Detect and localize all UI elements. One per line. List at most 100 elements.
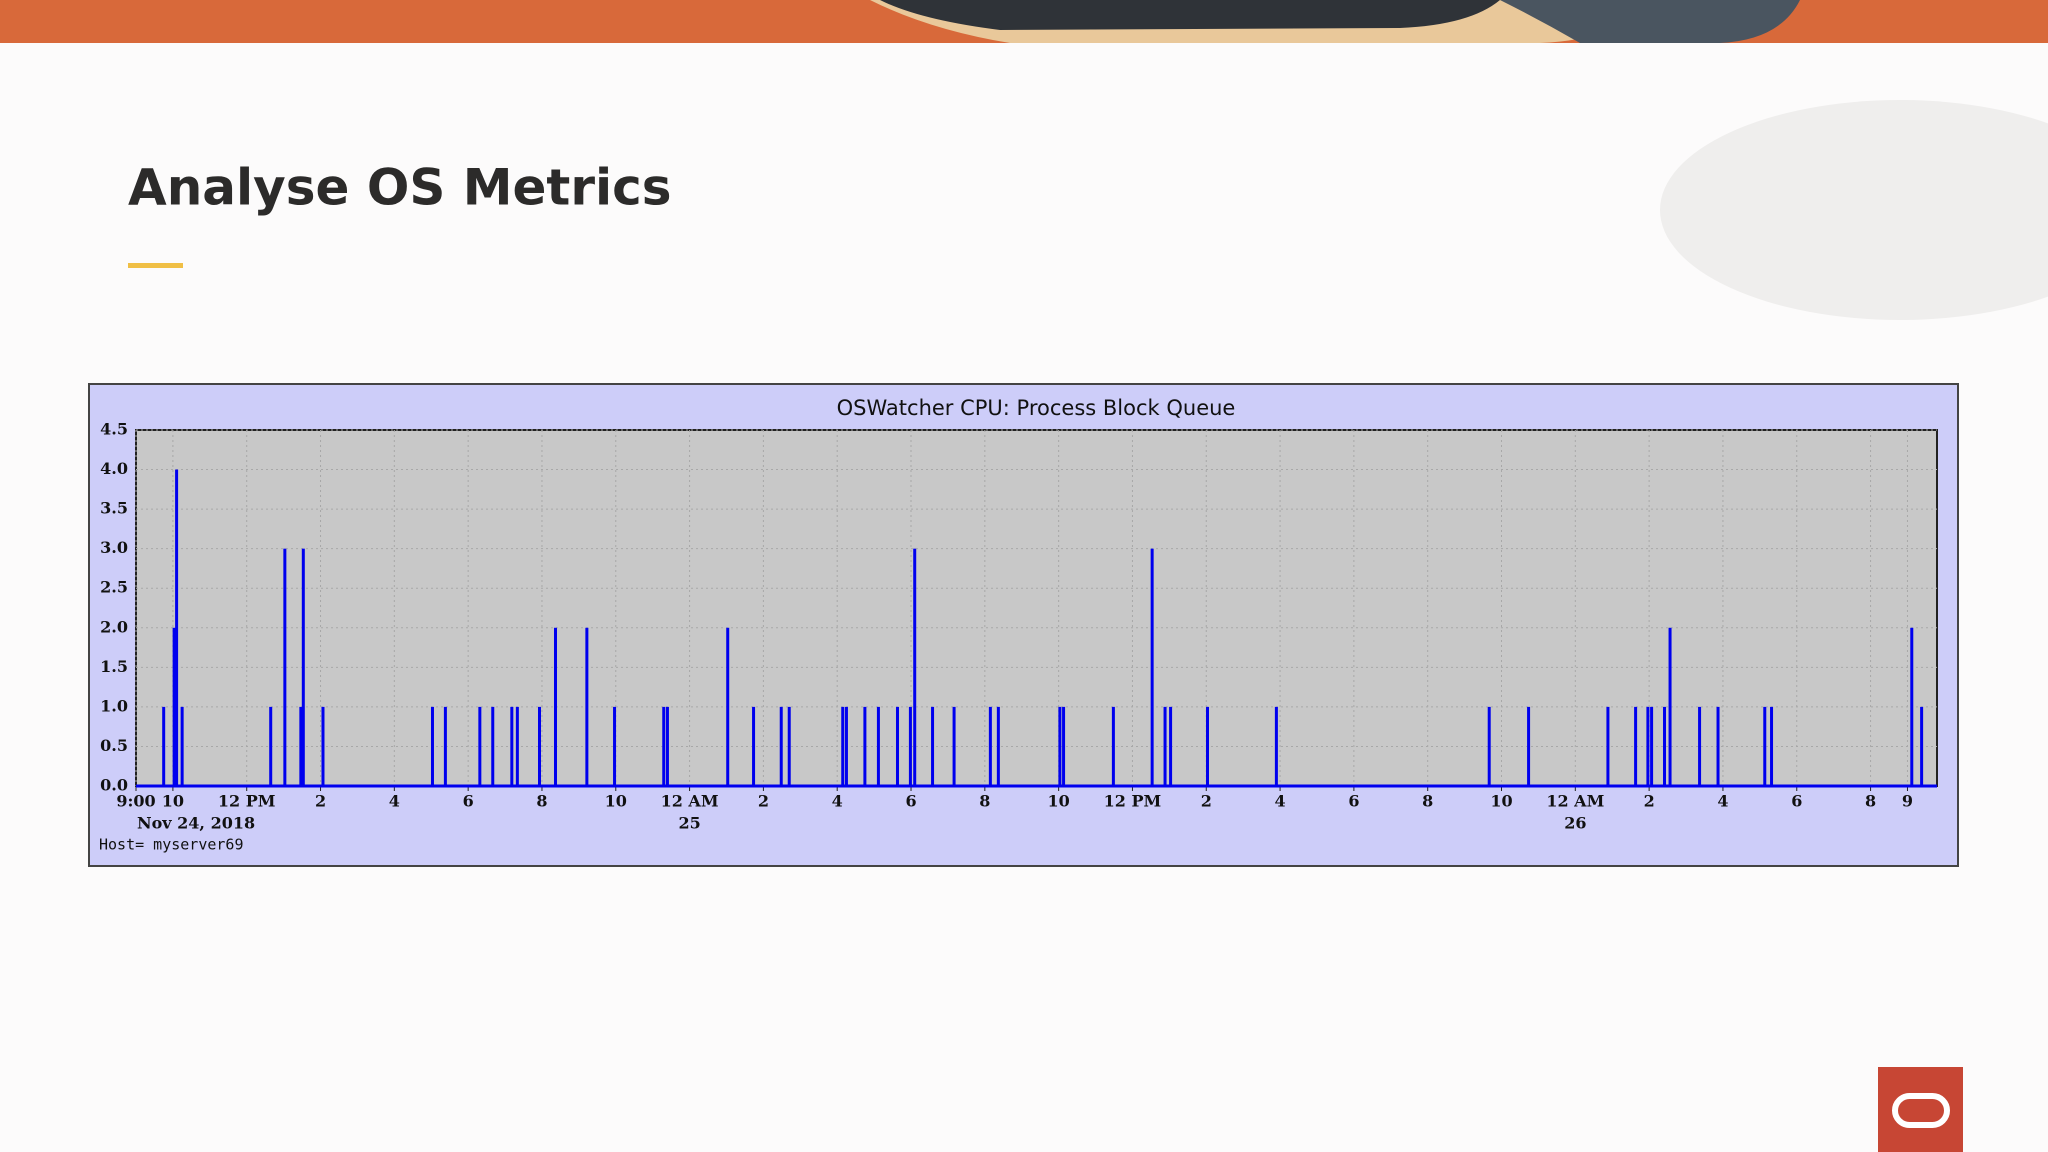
x-tick-label: 8 [536, 792, 547, 811]
x-tick-label: 10 [605, 792, 627, 811]
y-tick-label: 1.5 [100, 657, 128, 676]
bar [931, 706, 935, 786]
bar [1058, 706, 1062, 786]
x-tick-label: 12 AM [661, 792, 719, 811]
x-tick-label: 8 [1422, 792, 1433, 811]
host-label: Host= myserver69 [99, 836, 244, 854]
oracle-logo [1878, 1067, 1963, 1152]
bar [726, 627, 730, 786]
y-tick-label: 4.5 [100, 420, 128, 439]
bar [553, 627, 557, 786]
bar [1527, 706, 1531, 786]
date-label: Nov 24, 2018 [137, 814, 255, 833]
bar [1698, 706, 1702, 786]
bar [430, 706, 434, 786]
bar [1663, 706, 1667, 786]
y-tick-label: 3.0 [100, 538, 128, 557]
x-tick-label: 2 [1201, 792, 1212, 811]
x-tick-label: 8 [979, 792, 990, 811]
bar [841, 706, 845, 786]
bar [895, 706, 899, 786]
bar [1910, 627, 1914, 786]
x-tick-label: 9 [1902, 792, 1913, 811]
plot: 0.0 0.5 1.0 1.5 2.0 2.5 3.0 3.5 4.0 4.5 9:00 10 12 P… [100, 420, 1938, 833]
bar [1763, 706, 1767, 786]
x-tick-label: 6 [463, 792, 474, 811]
bar [175, 469, 179, 786]
y-tick-label: 2.0 [100, 617, 128, 636]
x-tick-label: 6 [1791, 792, 1802, 811]
x-tick-label: 12 AM [1546, 792, 1604, 811]
x-tick-label: 2 [1644, 792, 1655, 811]
y-tick-label: 1.0 [100, 696, 128, 715]
y-tick-label: 0.0 [100, 776, 128, 795]
y-tick-label: 2.5 [100, 578, 128, 597]
bar [863, 706, 867, 786]
banner [0, 0, 2048, 43]
bar [1606, 706, 1610, 786]
bar [515, 706, 519, 786]
bar [1274, 706, 1278, 786]
y-tick-label: 0.5 [100, 736, 128, 755]
date-label: 25 [678, 814, 700, 833]
x-tick-label: 10 [162, 792, 184, 811]
bar [988, 706, 992, 786]
bar [665, 706, 669, 786]
bar [787, 706, 791, 786]
bar [478, 706, 482, 786]
x-tick-label: 4 [832, 792, 843, 811]
bar [1650, 706, 1654, 786]
y-tick-label: 4.0 [100, 459, 128, 478]
bar [510, 706, 514, 786]
bar [1716, 706, 1720, 786]
date-label: 26 [1564, 814, 1586, 833]
x-tick-label: 9:00 [116, 792, 155, 811]
bar [301, 548, 305, 786]
x-tick-label: 2 [758, 792, 769, 811]
chart-title: OSWatcher CPU: Process Block Queue [837, 396, 1236, 420]
slide-title: Analyse OS Metrics [128, 159, 672, 217]
decoration [1660, 100, 2048, 320]
bar [1062, 706, 1066, 786]
bar [1646, 706, 1650, 786]
bar [443, 706, 447, 786]
x-tick-label: 10 [1490, 792, 1512, 811]
bar [908, 706, 912, 786]
bar [491, 706, 495, 786]
bar [876, 706, 880, 786]
bar [1920, 706, 1924, 786]
bar [913, 548, 917, 786]
x-tick-label: 4 [389, 792, 400, 811]
x-tick-label: 6 [1348, 792, 1359, 811]
x-tick-label: 6 [905, 792, 916, 811]
bar [1150, 548, 1154, 786]
bar [162, 706, 166, 786]
bar [752, 706, 756, 786]
x-tick-label: 4 [1717, 792, 1728, 811]
bar [299, 706, 303, 786]
x-tick-label: 10 [1048, 792, 1070, 811]
plot-area [135, 429, 1938, 787]
bar [1668, 627, 1672, 786]
bar [996, 706, 1000, 786]
y-tick-label: 3.5 [100, 499, 128, 518]
title-underline [128, 263, 183, 268]
bar [321, 706, 325, 786]
bar [1163, 706, 1167, 786]
bar [844, 706, 848, 786]
bar [613, 706, 617, 786]
x-tick-label: 4 [1275, 792, 1286, 811]
bar [1487, 706, 1491, 786]
bar [172, 627, 176, 786]
bar [180, 706, 184, 786]
bar [952, 706, 956, 786]
bar [1770, 706, 1774, 786]
x-tick-label: 12 PM [218, 792, 276, 811]
x-tick-label: 12 PM [1104, 792, 1162, 811]
bar [269, 706, 273, 786]
x-tick-label: 2 [315, 792, 326, 811]
bar [1205, 706, 1209, 786]
bar [283, 548, 287, 786]
bar [538, 706, 542, 786]
